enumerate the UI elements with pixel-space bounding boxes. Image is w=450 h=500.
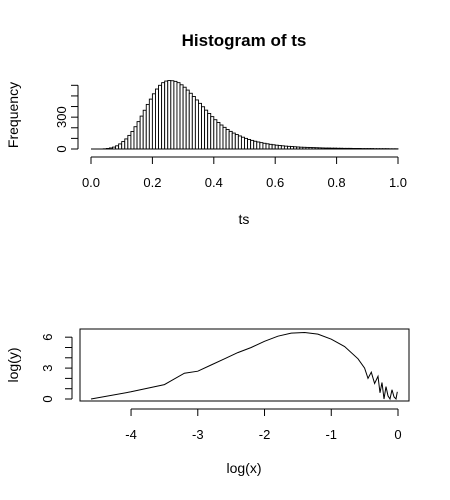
- histogram-bar: [121, 141, 126, 150]
- histogram-bar: [256, 141, 261, 150]
- histogram-bar: [124, 138, 129, 150]
- histogram-bar: [179, 84, 184, 150]
- histogram-bar: [244, 137, 249, 150]
- loglog-x-axis: -4 -3 -2 -1 0: [125, 408, 402, 442]
- histogram-bar: [127, 134, 132, 150]
- histogram-bar: [173, 80, 178, 150]
- loglog-x-tick-label: 0: [394, 427, 401, 442]
- histogram-bars: [102, 80, 399, 150]
- histogram-bar: [228, 130, 233, 150]
- histogram-bar: [130, 131, 135, 150]
- histogram-bar: [240, 136, 245, 150]
- histogram-bar: [148, 98, 153, 150]
- histogram-bar: [207, 112, 212, 150]
- histogram-bar: [139, 115, 144, 150]
- histogram-bar: [176, 82, 181, 150]
- histogram-bar: [118, 143, 123, 150]
- loglog-x-tick-label: -1: [325, 427, 337, 442]
- histogram-bar: [194, 99, 199, 150]
- histogram-x-tick-label: 0.4: [205, 175, 223, 190]
- histogram-bar: [161, 82, 166, 150]
- histogram-bar: [204, 109, 209, 150]
- histogram-bar: [151, 93, 156, 150]
- histogram-bar: [185, 89, 190, 150]
- histogram-bar: [219, 124, 224, 150]
- loglog-x-tick-label: -2: [259, 427, 271, 442]
- histogram-bar: [145, 103, 150, 150]
- histogram-x-tick-label: 0.2: [143, 175, 161, 190]
- histogram-panel: Histogram of ts Frequency ts 0 300 0.0 0.2…: [5, 31, 407, 227]
- loglog-y-tick-label: 3: [40, 364, 55, 371]
- histogram-bar: [274, 144, 279, 150]
- histogram-x-tick-label: 0.0: [82, 175, 100, 190]
- loglog-plot-frame: [79, 328, 410, 402]
- loglog-y-label: log(y): [5, 347, 21, 382]
- loglog-points: [91, 332, 398, 399]
- histogram-bar: [259, 142, 264, 150]
- histogram-y-tick-label: 300: [54, 106, 69, 128]
- histogram-bar: [136, 121, 141, 150]
- histogram-y-label: Frequency: [5, 82, 21, 148]
- histogram-bar: [271, 144, 276, 150]
- loglog-x-tick-label: -3: [192, 427, 204, 442]
- histogram-bar: [213, 119, 218, 150]
- histogram-bar: [237, 135, 242, 150]
- histogram-y-axis: 0 300: [54, 84, 79, 153]
- loglog-panel: 0 3 6 -4 -3 -2 -1 0 log(y) log(x): [5, 328, 410, 476]
- histogram-x-axis: 0.0 0.2 0.4 0.6 0.8 1.0: [82, 156, 407, 190]
- loglog-x-label: log(x): [226, 460, 261, 476]
- histogram-bar: [201, 106, 206, 150]
- histogram-x-tick-label: 1.0: [389, 175, 407, 190]
- loglog-y-tick-label: 0: [40, 395, 55, 402]
- histogram-bar: [225, 129, 230, 150]
- histogram-bar: [268, 143, 273, 150]
- histogram-bar: [142, 109, 147, 150]
- histogram-bar: [222, 126, 227, 150]
- histogram-bar: [250, 139, 255, 150]
- histogram-bar: [216, 122, 221, 150]
- loglog-y-tick-label: 6: [40, 334, 55, 341]
- histogram-bar: [234, 134, 239, 150]
- histogram-y-tick-label: 0: [54, 145, 69, 152]
- histogram-bar: [262, 142, 267, 150]
- loglog-y-axis: 0 3 6: [40, 334, 73, 403]
- histogram-bar: [167, 80, 172, 150]
- histogram-bar: [170, 80, 175, 150]
- histogram-x-tick-label: 0.6: [266, 175, 284, 190]
- histogram-bar: [164, 80, 169, 150]
- histogram-x-tick-label: 0.8: [328, 175, 346, 190]
- histogram-bar: [133, 126, 138, 150]
- loglog-curve: [90, 331, 398, 401]
- histogram-bar: [247, 138, 252, 150]
- loglog-x-tick-label: -4: [125, 427, 137, 442]
- histogram-bar: [158, 84, 163, 150]
- histogram-bar: [191, 96, 196, 150]
- histogram-title: Histogram of ts: [182, 31, 307, 50]
- histogram-bar: [231, 132, 236, 150]
- histogram-bar: [210, 116, 215, 150]
- histogram-bar: [182, 86, 187, 150]
- histogram-x-label: ts: [239, 211, 250, 227]
- histogram-bar: [277, 145, 282, 150]
- histogram-bar: [155, 88, 159, 150]
- histogram-bar: [253, 140, 258, 150]
- histogram-bar: [188, 92, 193, 150]
- histogram-bar: [265, 143, 270, 150]
- histogram-bar: [197, 102, 202, 150]
